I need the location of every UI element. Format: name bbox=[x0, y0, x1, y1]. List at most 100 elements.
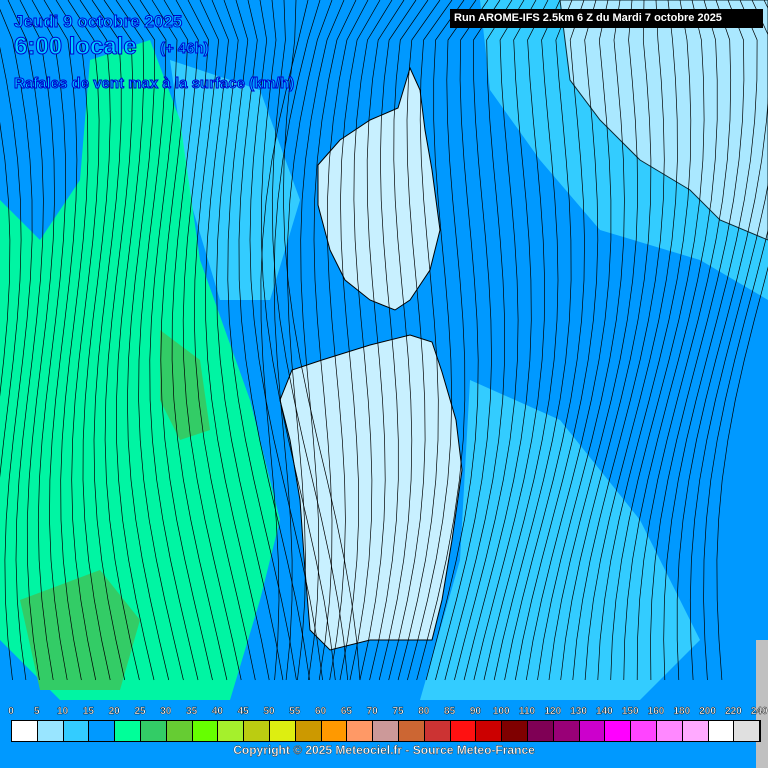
legend-swatch bbox=[708, 721, 735, 741]
streamline bbox=[425, 0, 489, 681]
streamline bbox=[548, 0, 638, 681]
streamline bbox=[416, 0, 477, 681]
streamline bbox=[19, 0, 55, 681]
legend-swatch bbox=[244, 721, 270, 741]
streamline bbox=[514, 0, 599, 681]
streamline bbox=[0, 46, 22, 478]
light-wind-zone-south bbox=[420, 380, 700, 700]
green-gust-band bbox=[0, 40, 280, 700]
color-legend: 0 5 10 15 20 25 30 35 40 45 50 55 60 65 70 75 80 85 90 100 1… bbox=[0, 700, 768, 768]
streamline bbox=[663, 0, 758, 681]
legend-swatch bbox=[295, 721, 322, 741]
legend-swatch bbox=[424, 721, 451, 741]
legend-label: 140 bbox=[596, 706, 613, 717]
legend-swatch bbox=[553, 721, 580, 741]
streamline bbox=[193, 0, 256, 681]
streamline bbox=[454, 0, 525, 681]
legend-swatch bbox=[476, 721, 503, 741]
streamline bbox=[313, 0, 357, 681]
legend-label: 30 bbox=[160, 706, 172, 717]
legend-swatch bbox=[527, 721, 554, 741]
streamline bbox=[359, 0, 405, 681]
streamline bbox=[273, 0, 321, 681]
streamline bbox=[138, 0, 184, 681]
streamline bbox=[483, 0, 561, 681]
run-label: Run AROME-IFS 2.5km 6 Z du Mardi 7 octob… bbox=[450, 9, 763, 28]
streamline bbox=[349, 0, 393, 681]
legend-swatch bbox=[89, 721, 116, 741]
legend-bar bbox=[11, 720, 762, 742]
legend-swatch bbox=[502, 721, 528, 741]
forecast-offset: (+ 46h) bbox=[160, 40, 210, 58]
legend-swatch bbox=[192, 721, 219, 741]
streamline bbox=[249, 0, 323, 681]
streamlines bbox=[0, 0, 768, 681]
legend-swatch bbox=[656, 721, 683, 741]
legend-label: 160 bbox=[647, 706, 665, 717]
streamline bbox=[79, 0, 111, 681]
streamline bbox=[55, 0, 89, 681]
streamline bbox=[473, 0, 549, 681]
streamline bbox=[388, 0, 441, 681]
streamline bbox=[339, 0, 381, 681]
legend-label: 5 bbox=[34, 706, 40, 717]
streamline bbox=[67, 0, 100, 681]
legend-swatch bbox=[269, 721, 296, 741]
streamline bbox=[610, 0, 705, 681]
streamline bbox=[650, 0, 745, 681]
streamline bbox=[238, 0, 310, 681]
legend-label: 10 bbox=[57, 706, 69, 717]
streamline bbox=[537, 0, 625, 681]
legend-swatch bbox=[682, 721, 709, 741]
legend-label: 65 bbox=[340, 706, 353, 717]
legend-label: 40 bbox=[211, 706, 224, 717]
streamline bbox=[597, 0, 692, 681]
legend-label: 60 bbox=[315, 706, 327, 717]
streamline bbox=[572, 0, 665, 681]
italy-coast bbox=[559, 0, 768, 241]
streamline bbox=[378, 0, 429, 681]
legend-label: 150 bbox=[621, 706, 639, 717]
streamline bbox=[171, 0, 228, 681]
streamline bbox=[525, 0, 612, 681]
legend-label: 45 bbox=[237, 706, 249, 717]
legend-label: 130 bbox=[570, 706, 587, 717]
streamline bbox=[623, 0, 718, 681]
streamline bbox=[283, 0, 361, 681]
legend-label: 70 bbox=[366, 706, 378, 717]
legend-swatch bbox=[218, 721, 245, 741]
legend-swatch bbox=[115, 721, 141, 741]
streamline bbox=[689, 0, 768, 681]
streamline bbox=[115, 0, 155, 681]
streamline bbox=[103, 0, 140, 681]
legend-swatch bbox=[321, 721, 348, 741]
legend-label: 20 bbox=[108, 706, 120, 717]
legend-label: 50 bbox=[263, 706, 275, 717]
legend-label: 90 bbox=[469, 706, 482, 717]
streamline bbox=[327, 0, 369, 681]
legend-swatch bbox=[166, 721, 193, 741]
streamline bbox=[0, 8, 33, 681]
streamline bbox=[504, 0, 585, 681]
streamline bbox=[260, 0, 309, 681]
legend-label: 15 bbox=[82, 706, 95, 717]
legend-swatch bbox=[631, 721, 657, 741]
streamline bbox=[703, 228, 768, 681]
streamline bbox=[636, 0, 732, 681]
legend-label: 240 bbox=[750, 706, 768, 717]
streamline bbox=[216, 0, 284, 681]
legend-swatch bbox=[398, 721, 425, 741]
legend-swatch bbox=[579, 721, 606, 741]
legend-label: 100 bbox=[492, 706, 510, 717]
streamline bbox=[182, 0, 242, 681]
streamline bbox=[227, 0, 297, 681]
streamline bbox=[463, 0, 537, 681]
streamline bbox=[300, 0, 345, 681]
legend-label: 200 bbox=[699, 706, 716, 717]
streamline bbox=[287, 0, 333, 681]
corsica bbox=[317, 66, 441, 311]
streamline bbox=[716, 266, 768, 681]
legend-label: 55 bbox=[289, 706, 301, 717]
streamline bbox=[369, 0, 417, 681]
